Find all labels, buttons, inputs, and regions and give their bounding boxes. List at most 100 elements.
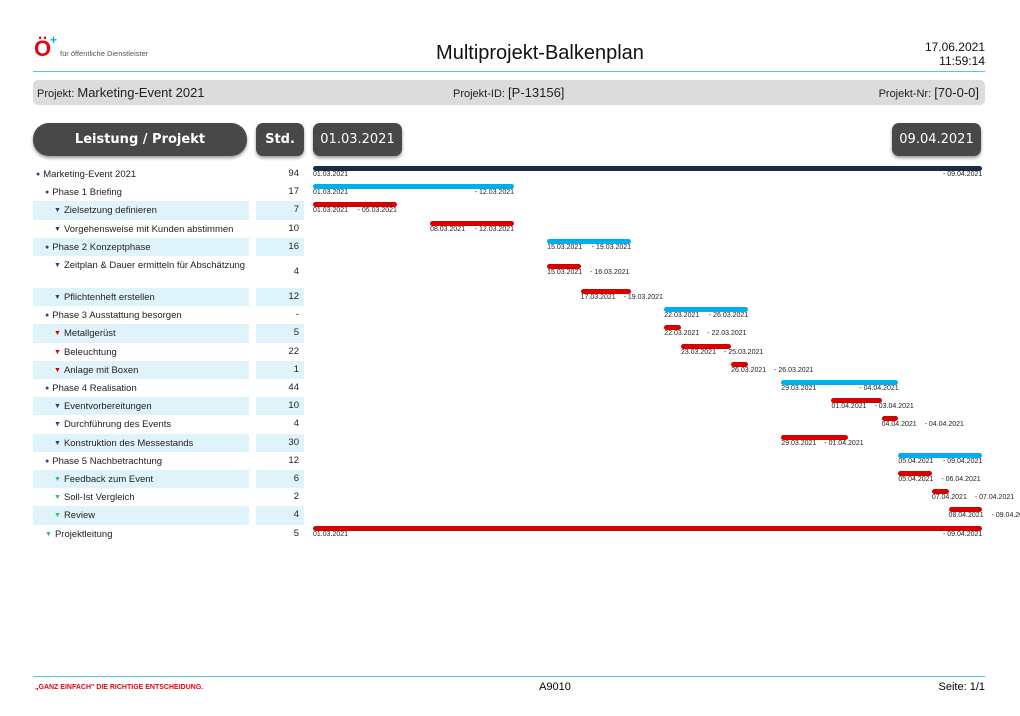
bar-start-date: 23.03.2021	[680, 348, 716, 356]
bar-start-date: 05.04.2021	[898, 457, 934, 465]
bar-end-date: - 09.04.2021	[943, 171, 983, 178]
task-name: Phase 2 Konzeptphase	[52, 241, 151, 253]
hours-cell: 4	[293, 266, 299, 277]
triangle-down-icon: ▼	[54, 512, 61, 520]
hours-cell: 5	[256, 324, 304, 343]
bar-end-date: - 22.03.2021	[707, 330, 747, 338]
logo-plus: +	[50, 33, 58, 47]
header-divider	[33, 71, 985, 72]
task-bar	[580, 289, 631, 294]
hours-cell: 30	[256, 433, 304, 452]
task-name: Marketing-Event 2021	[43, 169, 137, 180]
hours-cell: 5	[293, 527, 299, 539]
triangle-down-icon: ▼	[54, 330, 61, 338]
project-number-value: [70-0-0]	[934, 85, 979, 100]
bullet-icon: ●	[45, 243, 50, 251]
project-bar	[313, 166, 982, 171]
task-bar	[313, 525, 982, 531]
bar-start-date: 01.03.2021	[313, 207, 349, 215]
bullet-icon: ●	[36, 171, 41, 178]
bar-start-date: 01.03.2021	[313, 189, 349, 197]
hours-cell: 12	[288, 454, 299, 466]
task-row: ▼ Durchführung des Events	[33, 415, 249, 433]
timeline-start-date: 01.03.2021	[313, 123, 402, 156]
print-time: 11:59:14	[939, 54, 985, 68]
task-bar	[430, 220, 514, 226]
triangle-down-icon: ▼	[54, 225, 61, 233]
bullet-icon: ●	[45, 457, 50, 465]
column-header-hours: Std.	[256, 123, 304, 156]
task-row: ● Phase 5 Nachbetrachtung	[33, 452, 249, 470]
task-name: Projektleitung	[54, 528, 113, 540]
task-row: ▼ Konstruktion des Messestands	[33, 433, 249, 452]
bar-start-date: 29.03.2021	[781, 385, 817, 392]
bar-start-date: 15.03.2021	[547, 269, 583, 276]
bar-end-date: - 09.04.2021	[991, 512, 1020, 520]
bar-start-date: 01.03.2021	[313, 530, 349, 538]
hours-cell: 16	[256, 237, 304, 256]
bar-end-date: - 04.04.2021	[924, 421, 964, 429]
bar-end-date: - 04.04.2021	[859, 385, 899, 392]
hours-cell: 44	[288, 382, 299, 393]
task-row: ▼ Vorgehensweise mit Kunden abstimmen	[33, 220, 249, 238]
bar-start-date: 22.03.2021	[664, 312, 700, 320]
triangle-down-icon: ▼	[54, 262, 61, 269]
task-name: Metallgerüst	[63, 328, 116, 340]
project-name-value: Marketing-Event 2021	[77, 85, 205, 100]
task-row: ▼ Review	[33, 506, 249, 525]
task-name: Durchführung des Events	[63, 419, 172, 431]
bar-end-date: - 25.03.2021	[723, 348, 764, 356]
bar-end-date: - 09.04.2021	[943, 457, 983, 465]
task-name: Feedback zum Event	[63, 474, 154, 485]
bar-end-date: - 16.03.2021	[590, 269, 630, 276]
task-row: ▼ Zielsetzung definieren	[33, 201, 249, 220]
task-row: ▼ Anlage mit Boxen	[33, 360, 249, 379]
task-bar	[948, 507, 982, 513]
bar-start-date: 17.03.2021	[580, 294, 616, 301]
task-row: ▼ Eventvorbereitungen	[33, 397, 249, 416]
task-bar	[898, 471, 932, 476]
triangle-down-icon: ▼	[54, 403, 61, 411]
triangle-down-icon: ▼	[54, 294, 61, 301]
task-row: ▼ Metallgerüst	[33, 324, 249, 343]
phase-bar	[547, 238, 631, 244]
task-name: Review	[63, 510, 96, 522]
task-bar	[781, 434, 849, 440]
footer-divider	[33, 676, 985, 677]
task-bar	[931, 489, 949, 495]
triangle-down-icon: ▼	[54, 348, 61, 356]
bar-end-date: - 19.03.2021	[623, 294, 663, 301]
project-number: Projekt-Nr: [70-0-0]	[878, 85, 979, 100]
task-bar	[313, 202, 397, 208]
hours-cell: 10	[288, 222, 299, 234]
page-number: Seite: 1/1	[938, 681, 985, 693]
hours-cell: 4	[256, 506, 304, 525]
phase-bar	[898, 452, 982, 458]
task-bar	[680, 343, 732, 349]
task-bar	[881, 416, 899, 422]
task-row: ▼ Pflichtenheft erstellen	[33, 288, 249, 307]
bar-start-date: 05.04.2021	[898, 476, 934, 483]
task-name: Vorgehensweise mit Kunden abstimmen	[63, 223, 234, 235]
hours-cell: 6	[256, 470, 304, 489]
bullet-icon: ●	[45, 385, 50, 392]
task-row: ● Phase 3 Ausstattung besorgen	[33, 306, 249, 324]
task-row: ▼ Feedback zum Event	[33, 470, 249, 489]
triangle-down-icon: ▼	[54, 366, 61, 374]
task-name: Soll-Ist Vergleich	[63, 492, 135, 504]
task-name: Pflichtenheft erstellen	[63, 292, 155, 303]
triangle-down-icon: ▼	[54, 476, 61, 483]
column-header-task: Leistung / Projekt	[33, 123, 247, 156]
task-name: Beleuchtung	[63, 346, 117, 358]
task-row: ● Phase 2 Konzeptphase	[33, 237, 249, 256]
project-name: Projekt: Marketing-Event 2021	[37, 85, 205, 100]
task-name: Eventvorbereitungen	[63, 401, 152, 413]
phase-bar	[781, 380, 899, 385]
bar-start-date: 29.03.2021	[781, 439, 817, 447]
project-info-bar: Projekt: Marketing-Event 2021 Projekt-ID…	[33, 80, 985, 105]
bar-start-date: 07.04.2021	[931, 494, 967, 502]
task-row: ● Phase 1 Briefing	[33, 183, 249, 201]
task-bar	[664, 325, 681, 331]
bar-end-date: - 19.03.2021	[591, 243, 632, 251]
